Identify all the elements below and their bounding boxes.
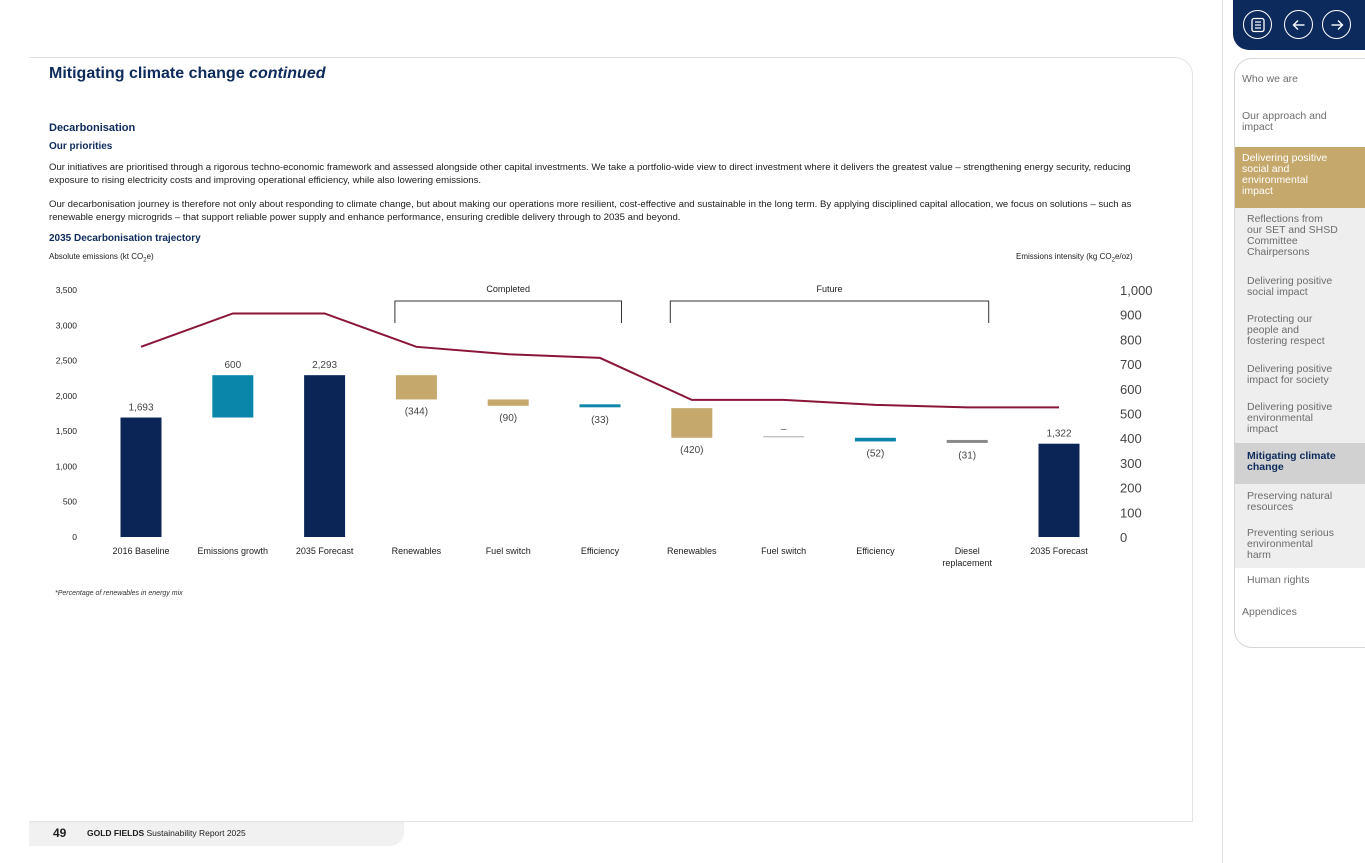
right-axis-tick-label: 1,000: [1120, 283, 1153, 298]
right-axis-tick-label: 600: [1120, 382, 1142, 397]
category-label: Efficiency: [581, 546, 620, 556]
category-label: Fuel switch: [486, 546, 531, 556]
page-title-emphasis: continued: [249, 65, 326, 82]
left-axis-tick-label: 500: [63, 497, 77, 507]
arrow-right-icon: [1331, 19, 1343, 30]
sidebar-divider: [1222, 0, 1223, 863]
right-axis-tick-label: 200: [1120, 481, 1142, 496]
left-axis-tick-label: 2,000: [56, 391, 78, 401]
left-axis-caption: Absolute emissions (kt CO2e): [49, 252, 154, 264]
sidebar-item-appendices[interactable]: Appendices: [1242, 606, 1297, 618]
category-label: 2035 Forecast: [1030, 546, 1088, 556]
footer-brand: GOLD FIELDS Sustainability Report 2025: [87, 828, 246, 838]
sidebar-navigation: Who we are Our approach and impact Delive…: [1234, 58, 1365, 648]
chart-bar: [854, 437, 896, 442]
category-label: Renewables: [667, 546, 717, 556]
sidebar-item-mitigating-climate[interactable]: Mitigating climate change: [1235, 443, 1365, 484]
chart-bar: [1038, 443, 1080, 537]
sub-heading: Our priorities: [49, 141, 113, 152]
chart-bar: [946, 439, 988, 443]
sidebar-item-human-rights[interactable]: Human rights: [1247, 574, 1310, 586]
left-axis-tick-label: 3,500: [56, 285, 78, 295]
sidebar-item-who-we-are[interactable]: Who we are: [1242, 73, 1299, 85]
intensity-line: [140, 312, 1059, 409]
group-bracket: [394, 300, 622, 323]
chart-footnote: *Percentage of renewables in energy mix: [55, 590, 183, 597]
bar-data-label: 1,693: [128, 403, 153, 414]
left-axis-tick-label: 3,000: [56, 320, 78, 330]
category-label: Fuel switch: [761, 546, 806, 556]
right-axis-caption: Emissions intensity (kg CO2e/oz): [1016, 252, 1133, 264]
right-axis-tick-label: 400: [1120, 431, 1142, 446]
left-axis-tick-label: 2,500: [56, 356, 78, 366]
left-axis-tick-label: 1,500: [56, 426, 78, 436]
page-title: Mitigating climate change continued: [49, 65, 326, 82]
chart-bar: [395, 375, 437, 400]
left-axis-tick-label: 0: [72, 532, 77, 542]
contents-button[interactable]: [1243, 10, 1272, 39]
category-label: 2016 Baseline: [112, 546, 169, 556]
sidebar-item-social-impact[interactable]: Delivering positive social impact: [1247, 275, 1333, 298]
right-axis-tick-label: 500: [1120, 407, 1142, 422]
page-number: 49: [53, 826, 67, 840]
group-label: Future: [816, 284, 842, 294]
sidebar-item-impact-society[interactable]: Delivering positive impact for society: [1247, 363, 1333, 386]
bar-data-label: (90): [499, 413, 517, 424]
group-bracket: [669, 300, 990, 323]
right-axis-tick-label: 900: [1120, 308, 1142, 323]
left-axis-tick-label: 1,000: [56, 461, 78, 471]
category-label: replacement: [942, 558, 992, 568]
chart-bar: [120, 417, 162, 537]
contents-icon: [1250, 17, 1265, 32]
sidebar-item-delivering-positive[interactable]: Delivering positive social and environment…: [1235, 147, 1365, 208]
bar-data-label: 1,322: [1046, 429, 1071, 440]
chart-bar: [487, 399, 529, 406]
sidebar-item-reflections[interactable]: Reflections from our SET and SHSD Committe…: [1247, 213, 1338, 258]
chart-bar: [304, 375, 346, 537]
category-label: Renewables: [392, 546, 442, 556]
bar-data-label: (420): [680, 445, 703, 456]
chart-bar: [579, 404, 621, 408]
bar-data-label: (33): [591, 415, 609, 426]
chart-bar: [671, 408, 713, 438]
section-heading: Decarbonisation: [49, 122, 136, 134]
decarbonisation-waterfall-chart: 0 500 1,000 1,500 2,000 2,500 3,000 3,500 0 100 20…: [56, 283, 1153, 568]
previous-page-button[interactable]: [1284, 10, 1313, 39]
category-label: 2035 Forecast: [296, 546, 354, 556]
category-label: Emissions growth: [198, 546, 269, 556]
category-label: Efficiency: [856, 546, 895, 556]
chart-heading: 2035 Decarbonisation trajectory: [49, 233, 201, 244]
chart-bar: [212, 375, 254, 418]
bar-data-label: 2,293: [312, 360, 337, 371]
content-panel: [29, 57, 1193, 822]
paragraph-1: Our initiatives are prioritised through …: [49, 162, 1131, 186]
category-label: Diesel: [955, 546, 980, 556]
group-label: Completed: [486, 284, 530, 294]
right-axis-tick-label: 0: [1120, 530, 1127, 545]
sidebar-submenu-lower: [1235, 484, 1365, 568]
next-page-button[interactable]: [1322, 10, 1351, 39]
right-axis-tick-label: 800: [1120, 332, 1142, 347]
footer-bar: [29, 822, 404, 846]
bar-data-label: (31): [958, 451, 976, 462]
sidebar-item-our-approach[interactable]: Our approach and impact: [1242, 110, 1327, 133]
nav-controls: [1233, 0, 1365, 50]
right-axis-tick-label: 300: [1120, 456, 1142, 471]
arrow-left-icon: [1292, 19, 1304, 30]
sidebar-item-protecting-people[interactable]: Protecting our people and fostering respec…: [1247, 313, 1325, 347]
right-axis-tick-label: 700: [1120, 357, 1142, 372]
bar-data-label: (52): [867, 448, 885, 459]
sidebar-item-preventing-harm[interactable]: Preventing serious environmental harm: [1247, 527, 1334, 561]
chart-bar: [763, 436, 805, 438]
bar-data-label: (344): [405, 406, 428, 417]
bar-data-label: 600: [224, 360, 241, 371]
sidebar-submenu: [1235, 208, 1365, 443]
sidebar-item-natural-resources[interactable]: Preserving natural resources: [1247, 490, 1333, 513]
paragraph-2: Our decarbonisation journey is therefore…: [49, 199, 1132, 223]
bar-data-label: –: [781, 424, 787, 435]
sidebar-item-environmental-impact[interactable]: Delivering positive environmental impact: [1247, 401, 1333, 435]
right-axis-tick-label: 100: [1120, 505, 1142, 520]
